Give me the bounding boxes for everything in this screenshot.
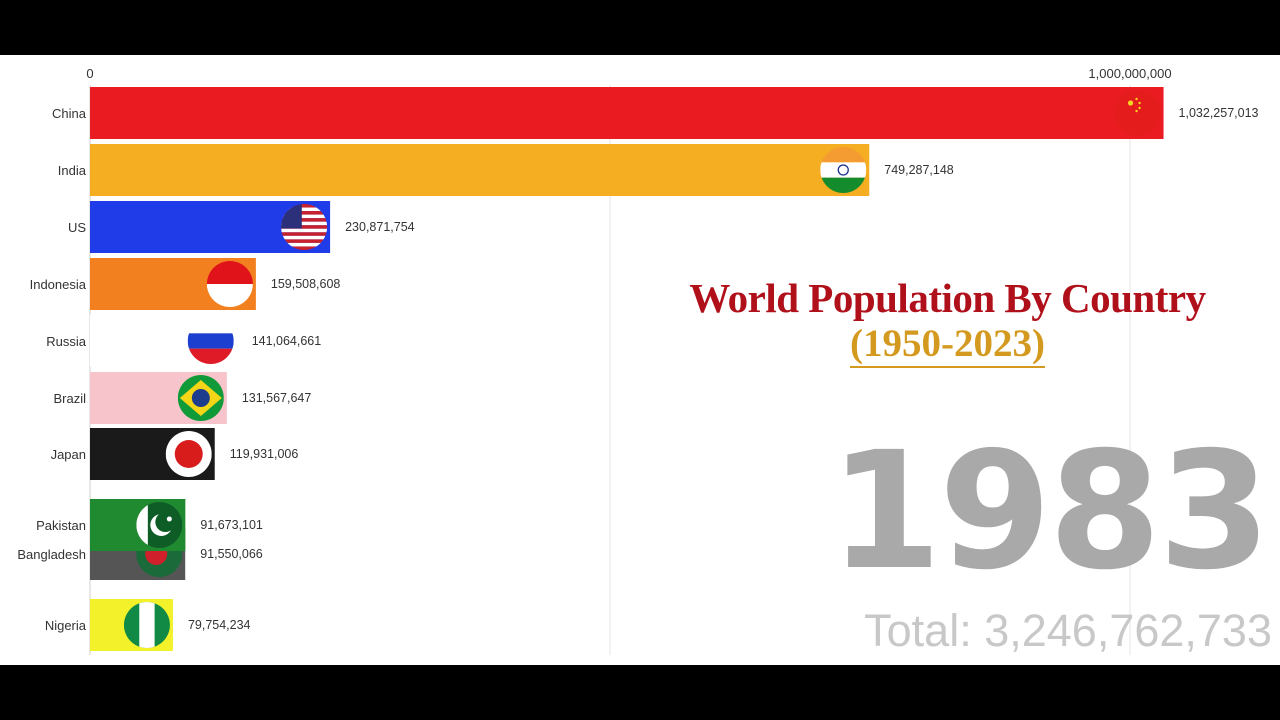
bar-group-us: 230,871,754 US bbox=[68, 201, 415, 253]
bar-group-india: 749,287,148 India bbox=[58, 144, 954, 196]
category-label: China bbox=[52, 106, 87, 121]
category-label: India bbox=[58, 163, 87, 178]
value-label: 131,567,647 bbox=[242, 391, 312, 405]
bar-group-nigeria: 79,754,234 Nigeria bbox=[45, 599, 251, 651]
chart-title: World Population By Country bbox=[689, 275, 1206, 321]
bar-group-china: 1,032,257,013 China bbox=[52, 87, 1259, 139]
japan-flag-icon bbox=[165, 431, 212, 477]
chart-subtitle: (1950-2023) bbox=[640, 321, 1255, 368]
brazil-flag-icon bbox=[177, 375, 224, 421]
bar-chart: 0 1,000,000,000 79,754,234 Nigeria 91,550,06… bbox=[17, 66, 1259, 655]
china-flag-icon bbox=[1114, 90, 1161, 136]
chart-frame: 0 1,000,000,000 79,754,234 Nigeria 91,550,06… bbox=[0, 55, 1280, 665]
bar-group-japan: 119,931,006 Japan bbox=[51, 428, 299, 480]
category-label: Brazil bbox=[53, 391, 86, 406]
bar-group-indonesia: 159,508,608 Indonesia bbox=[30, 258, 341, 310]
category-label: Indonesia bbox=[30, 277, 87, 292]
value-label: 749,287,148 bbox=[884, 163, 954, 177]
indonesia-flag-icon bbox=[206, 261, 253, 307]
us-flag-icon bbox=[281, 204, 328, 250]
pakistan-flag-icon bbox=[136, 502, 183, 548]
value-label: 141,064,661 bbox=[252, 334, 322, 348]
x-tick-label: 1,000,000,000 bbox=[1088, 66, 1171, 81]
bar-india bbox=[90, 144, 870, 196]
chart-subtitle-text: (1950-2023) bbox=[850, 322, 1045, 368]
bar-group-pakistan: 91,673,101 Pakistan bbox=[36, 499, 263, 551]
value-label: 230,871,754 bbox=[345, 220, 415, 234]
x-tick-label: 0 bbox=[86, 66, 93, 81]
bar-china bbox=[90, 87, 1164, 139]
russia-flag-icon bbox=[187, 318, 234, 364]
bar-group-russia: 141,064,661 Russia bbox=[46, 315, 321, 367]
category-label: Nigeria bbox=[45, 618, 87, 633]
value-label: 159,508,608 bbox=[271, 277, 341, 291]
value-label: 91,550,066 bbox=[200, 547, 263, 561]
india-flag-icon bbox=[820, 147, 867, 193]
value-label: 79,754,234 bbox=[188, 618, 251, 632]
nigeria-flag-icon bbox=[123, 602, 170, 648]
category-label: Japan bbox=[51, 447, 86, 462]
bar-group-brazil: 131,567,647 Brazil bbox=[53, 372, 311, 424]
year-counter: 1983 bbox=[829, 418, 1271, 606]
category-label: Russia bbox=[46, 334, 87, 349]
value-label: 91,673,101 bbox=[200, 518, 263, 532]
total-population: Total: 3,246,762,733 bbox=[864, 605, 1272, 656]
value-label: 1,032,257,013 bbox=[1179, 106, 1259, 120]
category-label: US bbox=[68, 220, 86, 235]
category-label: Bangladesh bbox=[17, 547, 86, 562]
category-label: Pakistan bbox=[36, 518, 86, 533]
value-label: 119,931,006 bbox=[230, 447, 299, 461]
